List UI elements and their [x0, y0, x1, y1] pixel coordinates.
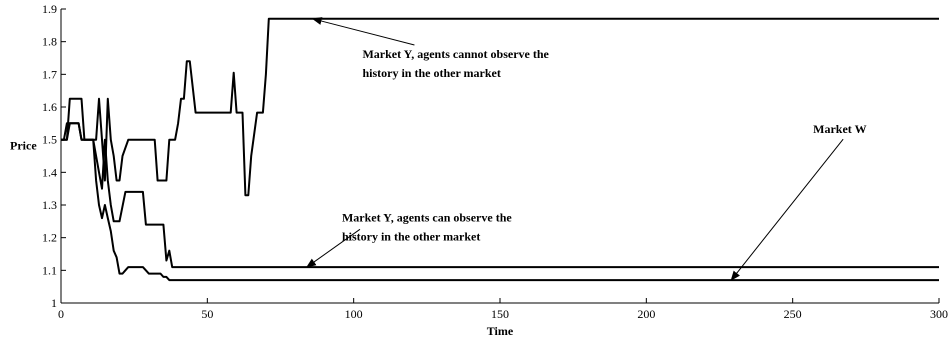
- series-line-1: [61, 17, 939, 197]
- annotation-2: Market Y, agents can observe the history …: [306, 210, 512, 268]
- annotation-group: Market Y, agents cannot observe the histo…: [306, 17, 867, 281]
- annotation-text: Market Y, agents can observe the: [342, 210, 512, 224]
- series-line-3: [61, 122, 939, 282]
- y-tick-label: 1.4: [42, 165, 57, 179]
- x-tick-label: 150: [491, 307, 509, 321]
- annotation-text: Market W: [813, 122, 866, 136]
- annotation-1: Market Y, agents cannot observe the histo…: [311, 17, 550, 80]
- y-axis-label: Price: [10, 138, 37, 152]
- x-tick-label: 50: [201, 307, 213, 321]
- y-tick-label: 1.2: [42, 231, 57, 245]
- y-tick-label: 1.1: [42, 263, 57, 277]
- annotation-text: history in the other market: [362, 66, 500, 80]
- x-tick-label: 100: [345, 307, 363, 321]
- annotation-text: Market Y, agents cannot observe the: [362, 47, 549, 61]
- series-line-2: [61, 122, 939, 269]
- annotation-arrow: [311, 17, 415, 46]
- annotation-arrow: [306, 228, 361, 268]
- y-tick-label: 1.6: [42, 100, 57, 114]
- y-tick-label: 1.5: [42, 133, 57, 147]
- y-tick-label: 1.8: [42, 35, 57, 49]
- series-group: [61, 17, 939, 282]
- y-tick-label: 1.3: [42, 198, 57, 212]
- y-tick-label: 1: [51, 296, 57, 310]
- x-tick-label: 300: [930, 307, 948, 321]
- y-ticks: 1 1.1 1.2 1.3 1.4 1.5 1.6 1.7 1.8 1.9: [42, 2, 66, 310]
- x-axis-label: Time: [487, 324, 514, 338]
- annotation-3: Market W: [730, 122, 867, 281]
- x-tick-label: 200: [637, 307, 655, 321]
- x-ticks: 0 50 100 150 200 250 300: [58, 298, 948, 321]
- annotation-text: history in the other market: [342, 229, 480, 243]
- y-tick-label: 1.7: [42, 67, 57, 81]
- x-tick-label: 250: [784, 307, 802, 321]
- x-tick-label: 0: [58, 307, 64, 321]
- y-tick-label: 1.9: [42, 2, 57, 16]
- annotation-arrow: [730, 138, 844, 281]
